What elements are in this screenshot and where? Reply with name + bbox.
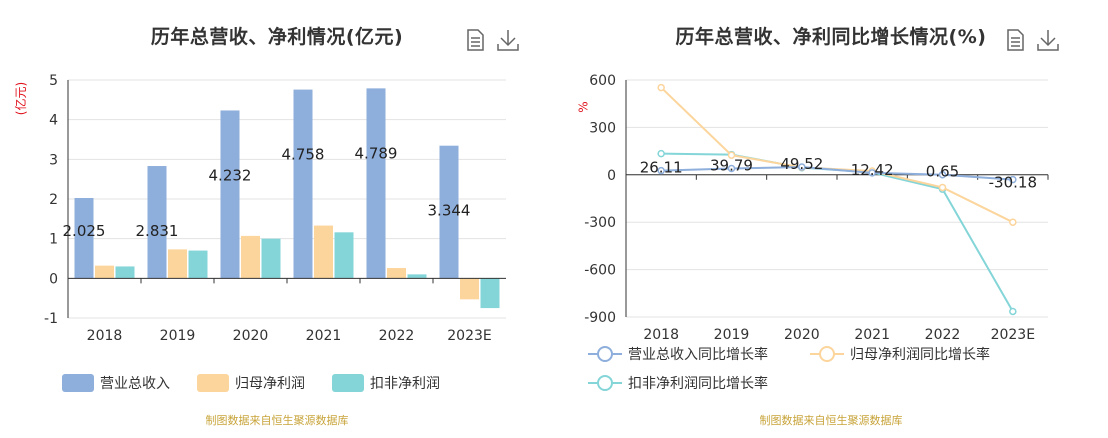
- document-icon[interactable]: [464, 28, 488, 52]
- bar-chart: -1 0 1 2 3 4 5 2018 2.025 2019 2.831 2020 4.232 2021 4…: [44, 73, 506, 344]
- y-tick-label: 1: [49, 232, 58, 248]
- bar: [261, 238, 281, 279]
- data-label: 4.758: [282, 146, 325, 164]
- chart-title: 历年总营收、净利同比增长情况(%): [675, 26, 987, 48]
- bar: [334, 232, 354, 279]
- data-label: -30.18: [989, 174, 1037, 192]
- data-label: 0.65: [926, 163, 959, 181]
- x-tick-label: 2023E: [991, 327, 1035, 343]
- data-point: [727, 151, 736, 159]
- x-tick-label: 2021: [854, 327, 890, 343]
- x-tick-label: 2018: [87, 328, 123, 344]
- data-point: [1009, 175, 1017, 184]
- x-tick-label: 2021: [306, 328, 342, 344]
- data-label: 49.52: [780, 155, 823, 173]
- y-tick-label: -900: [584, 310, 616, 326]
- data-label: 4.232: [209, 166, 252, 184]
- revenue-profit-chart-panel: 历年总营收、净利情况(亿元) (亿元) -1 0 1 2 3 4 5 2018 2.025 201…: [14, 26, 520, 427]
- legend-swatch: [197, 374, 229, 392]
- bar: [480, 278, 500, 309]
- line-chart: -900 -600 -300 0 300 600 2018 2019 2020 2021 2022 2…: [584, 73, 1049, 343]
- bar: [407, 274, 427, 279]
- series-line: [661, 165, 1013, 181]
- y-tick-label: 0: [49, 271, 58, 287]
- y-tick-label: -600: [584, 263, 616, 279]
- data-label: 26.11: [640, 159, 683, 177]
- data-label: 4.789: [355, 144, 398, 162]
- data-label: 3.344: [428, 202, 471, 220]
- legend-label: 扣非净利润: [370, 376, 440, 392]
- y-tick-label: 600: [589, 73, 616, 89]
- data-point: [798, 163, 806, 171]
- legend-marker: [810, 345, 844, 363]
- x-tick-label: 2019: [714, 327, 750, 343]
- bar: [188, 250, 208, 279]
- legend-label: 扣非净利润同比增长率: [628, 376, 768, 392]
- bar: [95, 265, 114, 279]
- legend-swatch: [332, 374, 364, 392]
- y-tick-label: 3: [49, 152, 58, 168]
- data-label: 2.025: [63, 222, 106, 240]
- document-icon[interactable]: [1004, 28, 1028, 52]
- bar: [387, 268, 406, 279]
- chart-title: 历年总营收、净利情况(亿元): [150, 26, 404, 48]
- legend-label: 归母净利润: [235, 376, 305, 392]
- legend-item-net-profit-growth[interactable]: 归母净利润同比增长率: [810, 344, 990, 364]
- x-tick-label: 2022: [925, 327, 961, 343]
- y-tick-label: -300: [584, 215, 616, 231]
- data-point: [1009, 307, 1017, 316]
- y-tick-label: -1: [44, 311, 58, 327]
- x-tick-label: 2020: [784, 327, 820, 343]
- legend-label: 营业总收入: [100, 376, 170, 392]
- bar: [147, 166, 167, 279]
- x-tick-label: 2019: [160, 328, 196, 344]
- bar: [439, 145, 459, 279]
- legend-item-revenue[interactable]: 营业总收入: [62, 373, 170, 393]
- bar: [293, 89, 313, 279]
- download-icon[interactable]: [496, 28, 520, 52]
- x-tick-label: 2018: [643, 327, 679, 343]
- data-source-note: 制图数据来自恒生聚源数据库: [759, 414, 903, 427]
- data-point: [657, 166, 665, 175]
- y-tick-label: 5: [49, 73, 58, 89]
- data-point: [657, 149, 665, 158]
- y-tick-label: 2: [49, 192, 58, 208]
- legend-item-net-profit[interactable]: 归母净利润: [197, 373, 305, 393]
- bar: [74, 198, 94, 279]
- legend-item-deducted-profit[interactable]: 扣非净利润: [332, 373, 440, 393]
- bar: [460, 278, 479, 300]
- data-source-note: 制图数据来自恒生聚源数据库: [205, 414, 349, 427]
- data-label: 2.831: [136, 222, 179, 240]
- bar: [366, 88, 386, 279]
- legend-item-deducted-profit-growth[interactable]: 扣非净利润同比增长率: [588, 373, 768, 393]
- legend-label: 营业总收入同比增长率: [628, 347, 768, 363]
- bar: [168, 249, 187, 279]
- bar: [314, 225, 333, 279]
- data-point: [727, 164, 736, 173]
- legend-marker: [588, 345, 622, 363]
- bar: [220, 110, 240, 279]
- legend-marker: [588, 374, 622, 392]
- data-point: [868, 169, 876, 177]
- y-tick-label: 0: [607, 168, 616, 184]
- x-tick-label: 2020: [233, 328, 269, 344]
- y-tick-label: 4: [49, 113, 58, 129]
- bar: [115, 266, 135, 279]
- data-point: [657, 83, 665, 92]
- x-tick-label: 2022: [379, 328, 415, 344]
- growth-rate-chart-panel: 历年总营收、净利同比增长情况(%) % -900 -600 -300 0 300 600 2…: [554, 0, 1108, 438]
- data-label: 12.42: [851, 161, 894, 179]
- data-label: 39.79: [710, 157, 753, 175]
- legend-swatch: [62, 374, 94, 392]
- data-point: [938, 170, 947, 179]
- y-tick-label: 300: [589, 120, 616, 136]
- data-point: [1009, 218, 1017, 226]
- legend-label: 归母净利润同比增长率: [850, 347, 990, 363]
- x-tick-label: 2023E: [447, 328, 491, 344]
- data-point: [938, 183, 947, 192]
- bar: [241, 235, 260, 279]
- legend-item-revenue-growth[interactable]: 营业总收入同比增长率: [588, 344, 768, 364]
- download-icon[interactable]: [1036, 28, 1060, 52]
